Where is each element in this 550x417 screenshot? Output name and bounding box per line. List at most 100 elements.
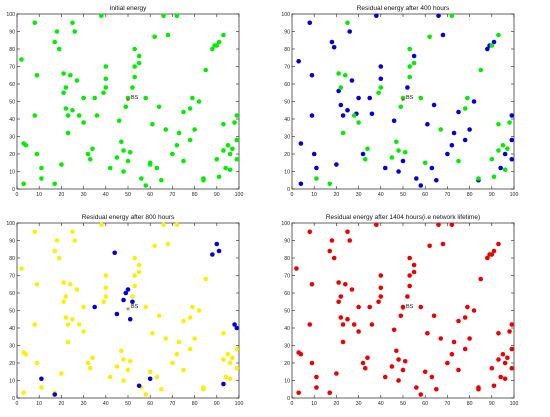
sensor-node-point [407, 255, 412, 261]
sensor-node-point [431, 313, 437, 319]
sensor-node-point [39, 176, 44, 181]
sensor-node-point [121, 297, 126, 303]
sensor-node-point [147, 369, 153, 375]
sensor-node-point [170, 151, 175, 157]
sensor-node-point [389, 155, 395, 160]
sensor-node-point [143, 304, 149, 310]
sensor-node-point [407, 74, 412, 80]
sensor-node-point [67, 281, 73, 287]
sensor-node-point [465, 304, 470, 310]
sensor-node-point [367, 304, 372, 310]
sensor-node-point [391, 327, 397, 333]
sensor-node-point [400, 158, 406, 164]
y-tick-label: 30 [284, 343, 290, 349]
sensor-node-point [356, 329, 361, 334]
x-tick-label: 60 [147, 401, 153, 407]
sensor-node-point [130, 299, 135, 305]
sensor-node-point [90, 355, 95, 361]
y-tick-label: 40 [284, 326, 290, 332]
sensor-node-point [170, 360, 175, 366]
sensor-node-point [336, 88, 341, 94]
sensor-node-point [61, 90, 66, 96]
sensor-node-point [174, 142, 180, 148]
sensor-node-point [369, 322, 375, 327]
x-tick-label: 40 [103, 401, 109, 407]
sensor-node-point [181, 158, 186, 164]
sensor-node-point [327, 390, 333, 396]
sensor-node-point [32, 229, 38, 235]
sensor-node-point [159, 177, 164, 183]
x-tick-label: 0 [16, 401, 19, 407]
y-tick-label: 10 [284, 378, 290, 384]
sensor-node-point [345, 20, 350, 26]
sensor-node-point [125, 367, 131, 373]
sensor-node-point [309, 360, 315, 366]
sensor-node-point [476, 385, 481, 390]
sensor-node-point [99, 13, 104, 19]
sensor-node-point [216, 39, 222, 45]
sensor-node-point [365, 355, 370, 361]
y-tick-label: 80 [284, 256, 290, 262]
x-tick-label: 90 [214, 192, 220, 198]
sensor-node-point [107, 374, 113, 380]
sensor-node-point [123, 104, 129, 110]
sensor-node-point [356, 95, 361, 101]
sensor-node-point [165, 241, 171, 247]
sensor-node-point [74, 287, 80, 292]
sensor-node-point [314, 165, 319, 171]
sensor-node-point [125, 158, 131, 164]
sensor-node-point [225, 142, 231, 148]
base-station-marker: * [126, 97, 130, 106]
x-tick-label: 60 [422, 192, 428, 198]
x-tick-label: 20 [59, 192, 65, 198]
x-tick-label: 100 [235, 192, 244, 198]
sensor-node-point [174, 13, 180, 19]
sensor-node-point [434, 386, 439, 392]
sensor-node-point [296, 58, 301, 64]
chart-panel-residual-800h: Residual energy after 800 hours 0 10 20 30 40… [0, 209, 275, 417]
x-tick-label: 70 [170, 401, 176, 407]
x-tick-label: 50 [125, 192, 131, 198]
sensor-node-point [307, 322, 313, 327]
sensor-node-point [70, 107, 75, 113]
sensor-node-point [232, 322, 237, 327]
y-tick-label: 20 [284, 361, 290, 367]
sensor-node-point [345, 229, 350, 235]
sensor-node-point [485, 46, 490, 52]
sensor-node-point [456, 109, 461, 115]
sensor-node-point [407, 64, 412, 69]
sensor-node-point [132, 74, 137, 80]
sensor-node-point [132, 46, 137, 52]
sensor-node-point [121, 148, 126, 153]
sensor-node-point [407, 273, 412, 278]
sensor-node-point [400, 367, 406, 373]
sensor-node-point [136, 262, 142, 268]
sensor-node-point [456, 367, 461, 373]
sensor-node-point [378, 285, 384, 291]
sensor-node-point [498, 165, 503, 171]
sensor-node-point [307, 20, 313, 26]
y-tick-label: 60 [9, 82, 15, 88]
sensor-node-point [378, 76, 384, 82]
sensor-node-point [296, 390, 301, 396]
sensor-node-point [360, 151, 366, 157]
y-tick-label: 40 [9, 326, 15, 332]
x-tick-label: 0 [16, 192, 19, 198]
sensor-node-point [434, 177, 439, 183]
x-tick-label: 60 [422, 401, 428, 407]
sensor-node-point [338, 102, 344, 108]
sensor-node-point [221, 121, 226, 127]
sensor-node-point [196, 308, 202, 313]
sensor-node-point [351, 113, 357, 118]
sensor-node-point [340, 113, 346, 118]
sensor-node-point [52, 181, 58, 187]
y-tick-label: 10 [284, 169, 290, 175]
sensor-node-point [92, 304, 97, 310]
y-tick-label: 0 [12, 396, 15, 402]
chart-title: Residual energy after 1404 hours(i.e net… [326, 214, 480, 221]
sensor-node-point [471, 308, 477, 313]
sensor-node-point [314, 385, 319, 390]
y-tick-label: 90 [9, 29, 15, 35]
sensor-node-point [467, 127, 472, 132]
sensor-node-point [376, 299, 381, 305]
